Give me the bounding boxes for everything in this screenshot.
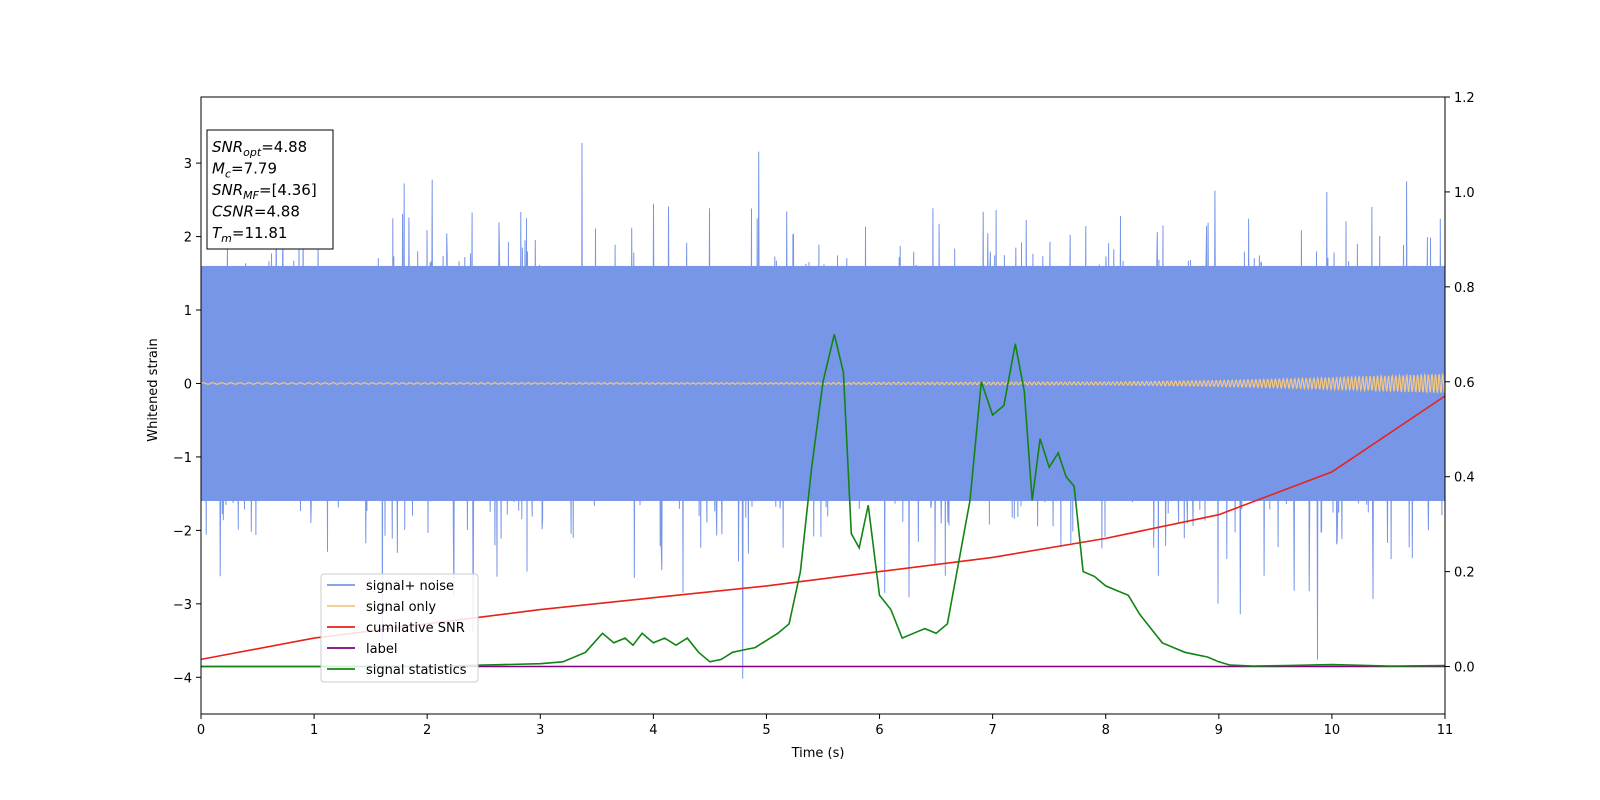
y-left-tick-label: −2 — [173, 524, 192, 539]
info-line: SNRMF=[4.36] — [212, 181, 317, 202]
x-tick-label: 11 — [1437, 723, 1454, 738]
info-line: SNRopt=4.88 — [212, 138, 307, 159]
series-signal-noise-line — [200, 142, 1446, 679]
x-tick-label: 1 — [310, 723, 318, 738]
x-tick-label: 4 — [649, 723, 657, 738]
plot-frame — [200, 96, 1446, 715]
legend-label: label — [366, 642, 397, 657]
y-left-tick-label: 1 — [184, 304, 192, 319]
y-left-tick-label: 0 — [184, 377, 192, 392]
x-tick-label: 2 — [423, 723, 431, 738]
legend-label: signal statistics — [366, 663, 467, 678]
series-signal-statistics-line — [201, 334, 1446, 668]
y-right-tick-label: 0.8 — [1454, 281, 1475, 296]
y-left-tick-label: −3 — [173, 598, 192, 613]
axes: 0 1 2 3 4 5 6 7 8 9 10 113210−1−2−3−41.21.00.80.60.… — [173, 91, 1475, 738]
y-right-tick-label: 0.4 — [1454, 471, 1475, 486]
x-tick-label: 8 — [1102, 723, 1110, 738]
legend: signal+ noise signal only cumilative SNR la… — [320, 573, 479, 683]
y-right-tick-label: 0.2 — [1454, 566, 1475, 581]
x-tick-label: 10 — [1324, 723, 1341, 738]
info-line: Tm=11.81 — [212, 224, 287, 245]
y-right-tick-label: 0.0 — [1454, 661, 1475, 676]
x-tick-label: 3 — [536, 723, 544, 738]
plot-area — [200, 142, 1446, 679]
info-line: CSNR=4.88 — [212, 203, 300, 221]
x-axis-label: Time (s) — [791, 746, 845, 761]
y-axis-label: Whitened strain — [146, 338, 161, 441]
y-left-tick-label: −4 — [173, 671, 192, 686]
legend-label: cumilative SNR — [366, 621, 465, 636]
y-right-tick-label: 0.6 — [1454, 376, 1475, 391]
y-right-tick-label: 1.2 — [1454, 91, 1475, 106]
y-right-tick-label: 1.0 — [1454, 186, 1475, 201]
x-tick-label: 0 — [197, 723, 205, 738]
x-tick-label: 9 — [1215, 723, 1223, 738]
y-left-tick-label: 3 — [184, 157, 192, 172]
legend-frame — [320, 573, 479, 683]
y-left-tick-label: 2 — [184, 231, 192, 246]
info-box-frame — [206, 129, 334, 250]
info-line: Mc=7.79 — [212, 160, 277, 181]
x-tick-label: 5 — [762, 723, 770, 738]
y-left-tick-label: −1 — [173, 451, 192, 466]
x-tick-label: 7 — [988, 723, 996, 738]
legend-label: signal+ noise — [366, 579, 454, 594]
legend-label: signal only — [366, 600, 436, 615]
x-tick-label: 6 — [875, 723, 883, 738]
